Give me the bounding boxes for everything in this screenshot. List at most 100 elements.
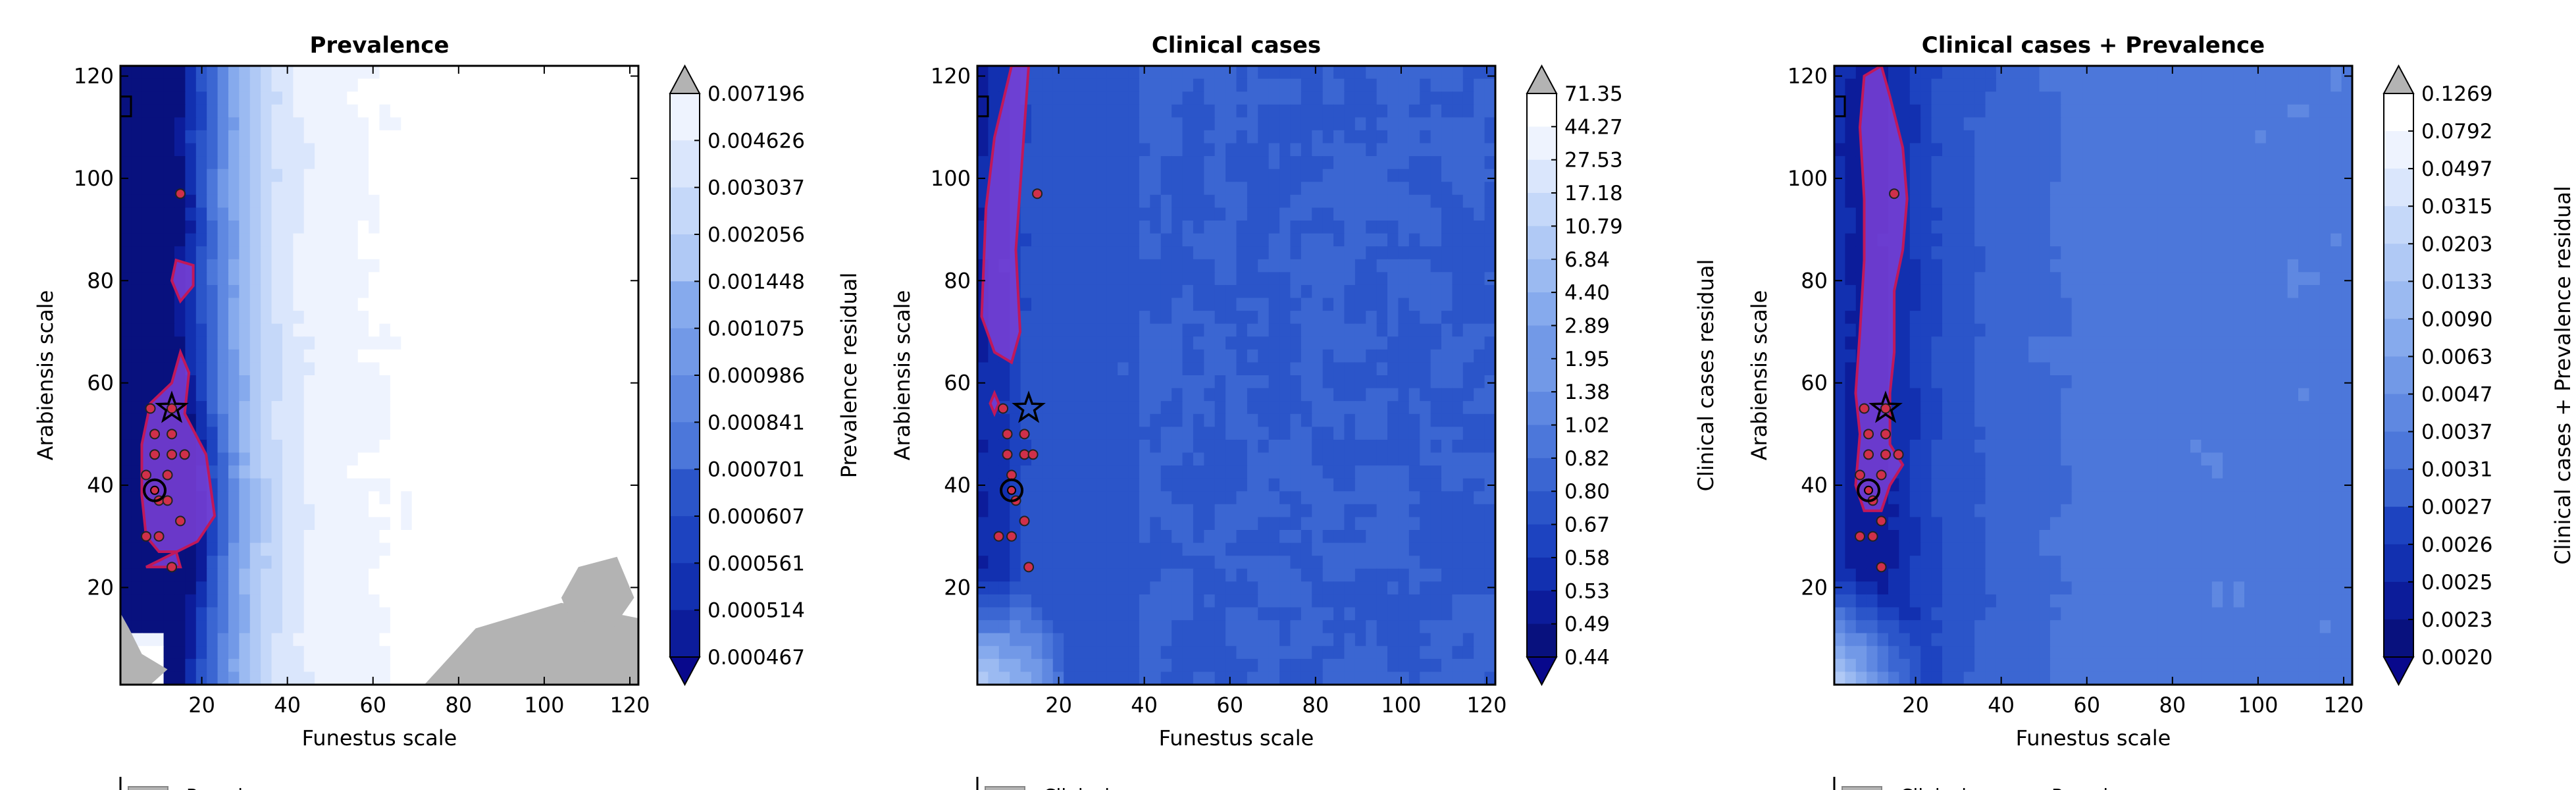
y-tick-label: 120	[74, 64, 114, 89]
x-tick-label: 40	[1988, 693, 2015, 718]
plot-area	[1834, 66, 2352, 685]
y-axis-label: Arabiensis scale	[890, 290, 915, 461]
x-tick-label: 100	[2238, 693, 2278, 718]
data-point	[1859, 403, 1870, 414]
colorbar-band	[670, 469, 700, 517]
colorbar-band	[670, 187, 700, 235]
star-marker	[1868, 390, 1903, 423]
colorbar-tick-label: 0.1269	[2421, 82, 2492, 106]
colorbar-tick-label: 10.79	[1564, 215, 1623, 238]
colorbar-band	[2384, 506, 2413, 545]
colorbar-tick-label: 44.27	[1564, 115, 1623, 139]
heatmap-cells	[120, 66, 638, 685]
data-point	[1002, 449, 1013, 460]
colorbar-tick-label: 0.0203	[2421, 232, 2492, 256]
panel-combined: 20 40 60 80 100 120 20 40 60 80 100 120 Clinical cas…	[1747, 32, 2575, 750]
colorbar-tick-label: 17.18	[1564, 182, 1623, 205]
colorbar-tick-label: 0.0497	[2421, 157, 2492, 181]
y-tick-label: 40	[944, 473, 971, 498]
y-tick-label: 80	[87, 268, 114, 293]
data-point	[175, 515, 186, 527]
colorbar-tick-label: 0.0090	[2421, 307, 2492, 331]
colorbar-over-triangle	[2383, 64, 2415, 94]
y-tick-label: 100	[1788, 166, 1828, 191]
best-fit-circle-marker	[1000, 478, 1024, 502]
colorbar-tick-label: 2.89	[1564, 314, 1610, 338]
colorbar-band	[670, 281, 700, 329]
colorbar-tick-label: 0.0027	[2421, 496, 2492, 519]
colorbar-band	[1527, 193, 1557, 226]
data-point	[179, 449, 190, 460]
x-tick-label: 80	[2159, 693, 2186, 718]
y-tick-label: 80	[944, 268, 971, 293]
colorbar-band	[2384, 581, 2413, 620]
legend-swatch-gray	[985, 786, 1025, 790]
data-point	[1863, 429, 1874, 440]
colorbar-band	[1527, 226, 1557, 260]
colorbar-tick-label: 1.95	[1564, 348, 1610, 371]
colorbar-tick-label: 0.49	[1564, 613, 1610, 637]
data-point	[167, 562, 178, 573]
colorbar-tick-label: 0.0025	[2421, 571, 2492, 594]
colorbar-label: Prevalence residual	[837, 273, 862, 479]
colorbar-tick-label: 6.84	[1564, 248, 1610, 272]
colorbar-band	[670, 422, 700, 470]
colorbar-band	[1527, 292, 1557, 326]
data-point	[145, 403, 156, 414]
legend-swatch-gray	[128, 786, 168, 790]
y-tick-label: 100	[74, 166, 114, 191]
best-fit-circle-marker	[1857, 478, 1881, 502]
colorbar-band	[1527, 458, 1557, 492]
colorbar-tick-label: 0.0023	[2421, 608, 2492, 632]
x-tick-label: 120	[2323, 693, 2363, 718]
colorbar-band	[1527, 524, 1557, 558]
colorbar: 0.007196 0.004626 0.003037 0.002056 0.001448…	[669, 64, 862, 687]
colorbar-tick-label: 0.44	[1564, 646, 1610, 670]
data-point	[167, 449, 178, 460]
x-axis-label: Funestus scale	[1159, 725, 1314, 750]
colorbar-band	[2384, 169, 2413, 207]
best-fit-circle-center	[1864, 485, 1874, 495]
colorbar-band	[2384, 319, 2413, 357]
colorbar-tick-label: 4.40	[1564, 281, 1610, 305]
colorbar-under-triangle	[669, 656, 701, 687]
data-point	[1006, 469, 1018, 481]
data-point	[167, 403, 178, 414]
data-point	[162, 469, 173, 481]
legend-label-prevalence: Prevalence	[186, 785, 288, 790]
data-point	[1019, 515, 1030, 527]
plot-area	[120, 66, 638, 685]
colorbar-band	[1527, 591, 1557, 625]
data-point	[1880, 403, 1892, 414]
legend-clinical: Clinical	[976, 777, 1110, 790]
colorbar-tick-label: 0.002056	[708, 223, 805, 247]
data-point	[1889, 188, 1900, 199]
colorbar-band	[2384, 544, 2413, 583]
y-tick-label: 120	[931, 64, 971, 89]
heatmap-cells	[977, 66, 1495, 685]
legend-combined: Clinical cases + Prevalence	[1833, 777, 2153, 790]
colorbar-tick-label: 0.003037	[708, 176, 805, 200]
legend-label-clinical: Clinical	[1043, 785, 1110, 790]
data-point	[998, 403, 1009, 414]
star-marker	[155, 390, 189, 423]
colorbar-band	[670, 234, 700, 282]
colorbar-tick-label: 0.0031	[2421, 458, 2492, 482]
colorbar-tick-label: 0.0037	[2421, 421, 2492, 444]
y-tick-label: 60	[944, 371, 971, 396]
axes-frame	[976, 65, 1497, 686]
x-tick-label: 60	[1216, 693, 1243, 718]
y-tick-label: 40	[87, 473, 114, 498]
chart-title: Prevalence	[310, 32, 450, 59]
x-axis-label: Funestus scale	[302, 725, 457, 750]
y-tick-label: 60	[87, 371, 114, 396]
colorbar-tick-label: 0.0133	[2421, 270, 2492, 294]
legend-prevalence: Prevalence	[119, 777, 288, 790]
data-point	[1893, 449, 1904, 460]
data-point	[1867, 531, 1878, 542]
colorbar-tick-label: 0.0026	[2421, 533, 2492, 557]
legend-label-combined: Clinical cases + Prevalence	[1900, 785, 2153, 790]
over-range-patch-1	[120, 613, 168, 685]
plot-area	[977, 66, 1495, 685]
